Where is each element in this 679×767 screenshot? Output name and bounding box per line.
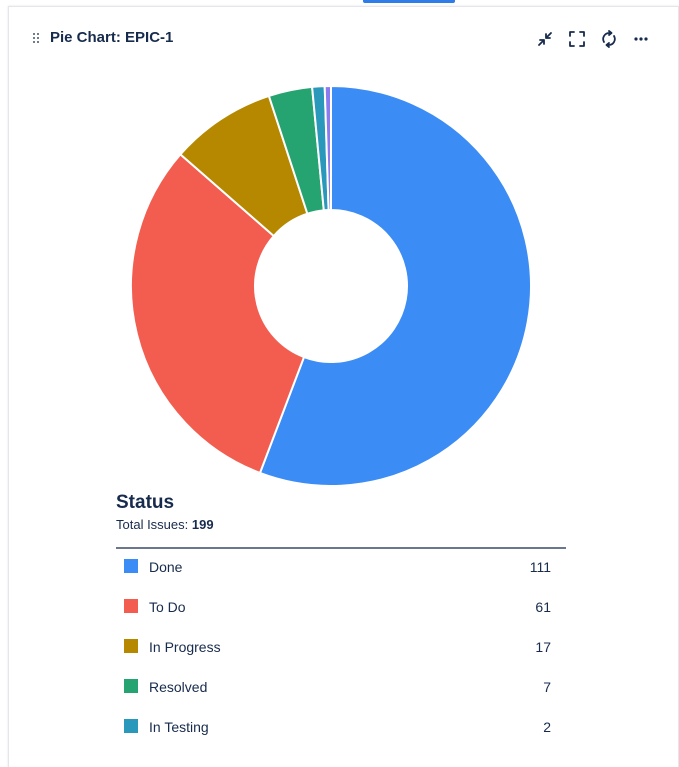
legend-label: In Testing bbox=[149, 719, 209, 735]
gadget-title: Pie Chart: EPIC-1 bbox=[50, 29, 174, 46]
legend-swatch bbox=[124, 719, 138, 733]
legend-divider bbox=[116, 547, 566, 549]
legend-count: 7 bbox=[543, 679, 551, 695]
total-issues-label: Total Issues: bbox=[116, 517, 189, 532]
legend-count: 61 bbox=[535, 599, 551, 615]
legend-row[interactable]: Done 111 bbox=[116, 549, 566, 589]
legend-label: To Do bbox=[149, 599, 186, 615]
legend-swatch bbox=[124, 559, 138, 573]
legend-label: In Progress bbox=[149, 639, 221, 655]
total-issues: Total Issues: 199 bbox=[116, 517, 214, 532]
legend-title: Status bbox=[116, 492, 175, 513]
legend-count: 111 bbox=[529, 559, 551, 575]
legend-row[interactable]: To Do 61 bbox=[116, 589, 566, 629]
gadget-header: Pie Chart: EPIC-1 bbox=[9, 7, 678, 67]
total-issues-value: 199 bbox=[191, 517, 214, 532]
refresh-button[interactable] bbox=[597, 27, 621, 51]
legend-label: Resolved bbox=[149, 679, 208, 695]
legend-label: Done bbox=[149, 559, 183, 575]
legend-count: 17 bbox=[535, 639, 551, 655]
slice-other[interactable] bbox=[323, 84, 332, 212]
slice-to-do[interactable] bbox=[130, 152, 306, 475]
minimize-icon bbox=[538, 32, 552, 46]
legend-swatch bbox=[124, 679, 138, 693]
slice-done[interactable] bbox=[258, 84, 532, 487]
legend-list: Done 111 To Do 61 In Progress 17 Resolved 7 In T… bbox=[116, 549, 566, 749]
fullscreen-button[interactable] bbox=[565, 27, 589, 51]
active-tab-indicator bbox=[363, 0, 455, 3]
legend-row[interactable]: Resolved 7 bbox=[116, 669, 566, 709]
legend-row[interactable]: In Testing 2 bbox=[116, 709, 566, 749]
more-actions-button[interactable] bbox=[629, 27, 653, 51]
drag-handle-icon[interactable] bbox=[33, 33, 39, 43]
more-icon bbox=[634, 37, 648, 41]
donut-chart bbox=[130, 84, 532, 487]
refresh-icon bbox=[602, 30, 616, 48]
legend-swatch bbox=[124, 639, 138, 653]
legend-swatch bbox=[124, 599, 138, 613]
legend-count: 2 bbox=[543, 719, 551, 735]
fullscreen-icon bbox=[569, 31, 585, 47]
minimize-button[interactable] bbox=[533, 27, 557, 51]
legend-row[interactable]: In Progress 17 bbox=[116, 629, 566, 669]
